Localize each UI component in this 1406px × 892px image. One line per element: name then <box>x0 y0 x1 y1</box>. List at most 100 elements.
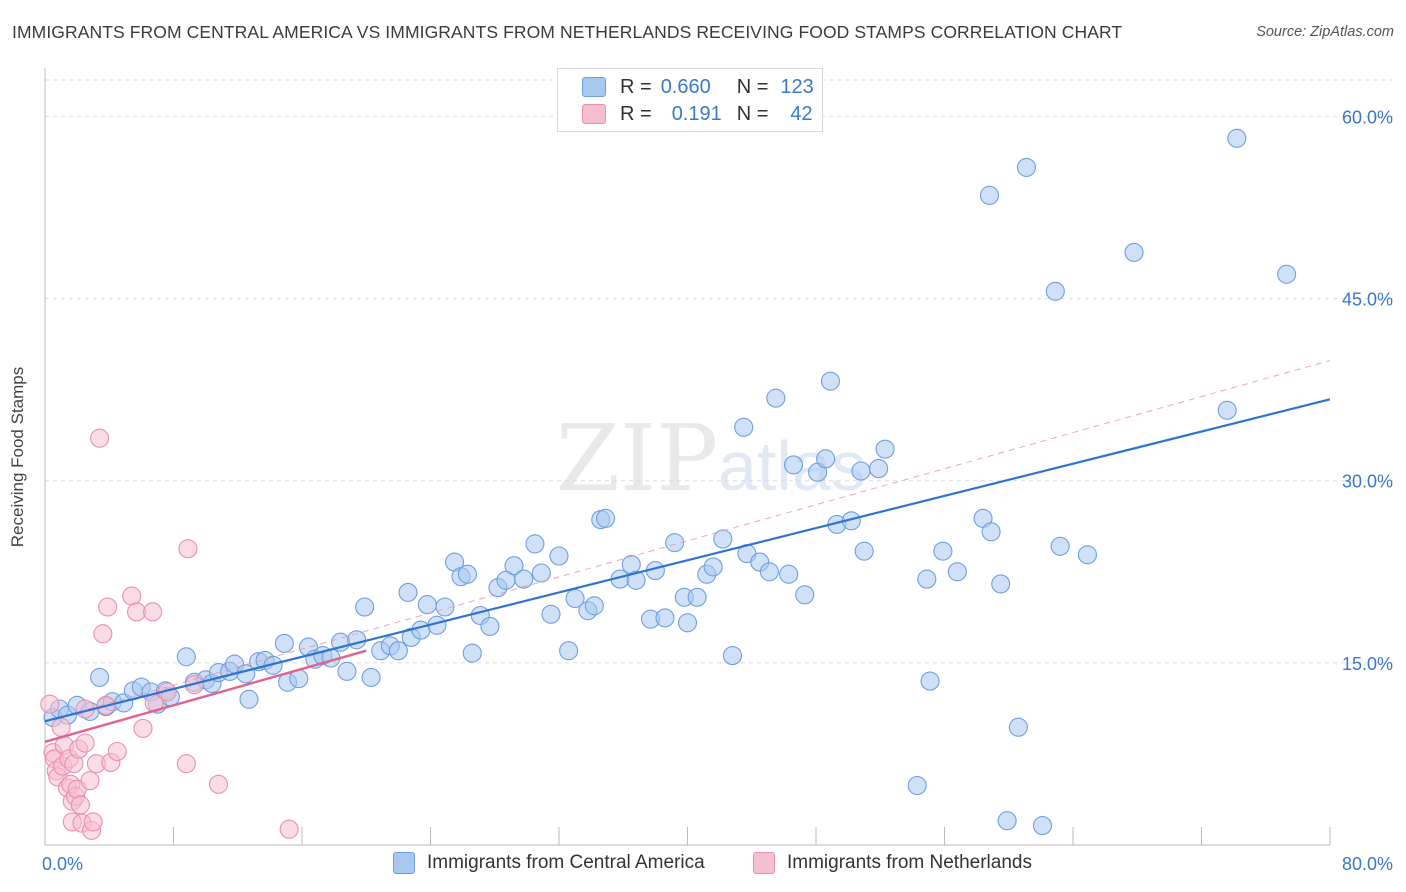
data-point <box>734 417 754 437</box>
data-point <box>178 539 198 559</box>
trend-extension-dashed <box>44 360 1331 722</box>
data-point <box>621 554 641 575</box>
data-point <box>759 562 779 582</box>
y-tick-label: 45.0% <box>1342 290 1393 310</box>
correlation-legend: R = 0.660 N = 123 R = 0.191 N = 42 <box>557 68 823 132</box>
y-tick-label: 60.0% <box>1342 107 1393 127</box>
data-point <box>783 455 804 475</box>
data-point <box>677 613 698 633</box>
data-point <box>991 574 1011 594</box>
data-point <box>176 647 196 667</box>
legend-r-label: R = <box>620 102 652 125</box>
data-point <box>655 608 675 628</box>
data-point <box>596 508 616 528</box>
data-point <box>93 624 113 644</box>
data-point <box>127 602 147 622</box>
data-point <box>75 733 95 753</box>
data-point <box>133 718 153 738</box>
data-point <box>514 569 534 589</box>
data-point <box>1032 816 1053 836</box>
data-point <box>854 541 874 561</box>
data-point <box>549 546 569 566</box>
data-point <box>1277 264 1297 284</box>
data-point <box>851 461 871 481</box>
data-point <box>398 582 418 602</box>
data-point <box>70 795 90 815</box>
data-point <box>279 819 299 839</box>
data-point <box>122 586 142 606</box>
data-point <box>480 616 500 636</box>
trend-line-central-america <box>44 398 1331 723</box>
data-point <box>40 694 60 714</box>
data-point <box>388 641 408 661</box>
data-point <box>1217 400 1237 420</box>
data-point <box>176 754 196 774</box>
x-tick-label: 0.0% <box>42 854 83 874</box>
y-axis-label: Receiving Food Stamps <box>8 366 27 548</box>
data-point <box>90 667 110 687</box>
data-point <box>143 602 163 622</box>
data-point <box>525 534 545 554</box>
data-point <box>239 689 259 709</box>
legend-row-netherlands: R = 0.191 N = 42 <box>582 101 813 127</box>
bottom-legend-netherlands: Immigrants from Netherlands <box>753 852 1032 874</box>
data-point <box>920 671 940 691</box>
data-point <box>981 522 1001 542</box>
data-point <box>107 741 127 762</box>
legend-r-value: 0.191 <box>671 102 722 125</box>
data-point <box>703 557 723 577</box>
legend-row-central-america: R = 0.660 N = 123 <box>582 74 814 100</box>
bottom-legend-central-america: Immigrants from Central America <box>393 852 705 874</box>
data-point <box>504 556 524 576</box>
trend-line-netherlands <box>44 649 367 743</box>
data-point <box>462 643 482 663</box>
data-point <box>687 587 707 607</box>
data-point <box>713 529 733 549</box>
data-point <box>766 388 786 408</box>
data-point <box>90 428 110 448</box>
legend-n-value: 123 <box>780 75 814 98</box>
data-point <box>274 633 294 653</box>
data-point <box>457 564 477 584</box>
legend-n-value: 42 <box>790 102 813 125</box>
data-point <box>83 812 103 832</box>
legend-swatch-blue <box>582 77 606 97</box>
data-point <box>795 585 815 605</box>
legend-r-label: R = <box>620 75 652 98</box>
data-point <box>665 533 685 553</box>
data-point <box>337 661 357 681</box>
bottom-legend-label-netherlands: Immigrants from Netherlands <box>787 852 1032 873</box>
data-point <box>559 641 579 661</box>
data-point <box>875 439 895 459</box>
bottom-legend-label-central-america: Immigrants from Central America <box>427 852 705 873</box>
data-point <box>947 562 967 582</box>
chart-title: IMMIGRANTS FROM CENTRAL AMERICA VS IMMIG… <box>12 22 1123 42</box>
data-point <box>779 564 799 584</box>
source-label: Source: ZipAtlas.com <box>1256 24 1394 40</box>
data-point <box>411 620 431 640</box>
data-point <box>816 449 836 469</box>
data-point <box>917 569 937 589</box>
legend-n-label: N = <box>736 102 769 125</box>
watermark-zip: ZIP <box>556 405 718 512</box>
legend-n-label: N = <box>736 75 769 98</box>
data-point <box>979 185 1000 205</box>
data-point <box>1008 717 1028 737</box>
data-point <box>1050 536 1070 556</box>
gridlines <box>45 79 1395 664</box>
data-point <box>1227 128 1247 148</box>
data-point <box>1124 242 1144 262</box>
data-point <box>541 604 561 624</box>
data-point <box>907 775 927 796</box>
tick-labels: 15.0% 30.0% 45.0% 60.0% 0.0% 80.0% <box>42 107 1393 874</box>
data-point <box>584 596 604 616</box>
data-point <box>51 717 71 737</box>
series-netherlands <box>40 428 299 840</box>
bottom-legend-swatch-blue <box>393 852 415 874</box>
data-point <box>208 774 229 794</box>
data-point <box>820 371 841 391</box>
data-point <box>1045 281 1065 301</box>
bottom-legend-swatch-pink <box>753 852 775 874</box>
data-point <box>869 459 889 479</box>
